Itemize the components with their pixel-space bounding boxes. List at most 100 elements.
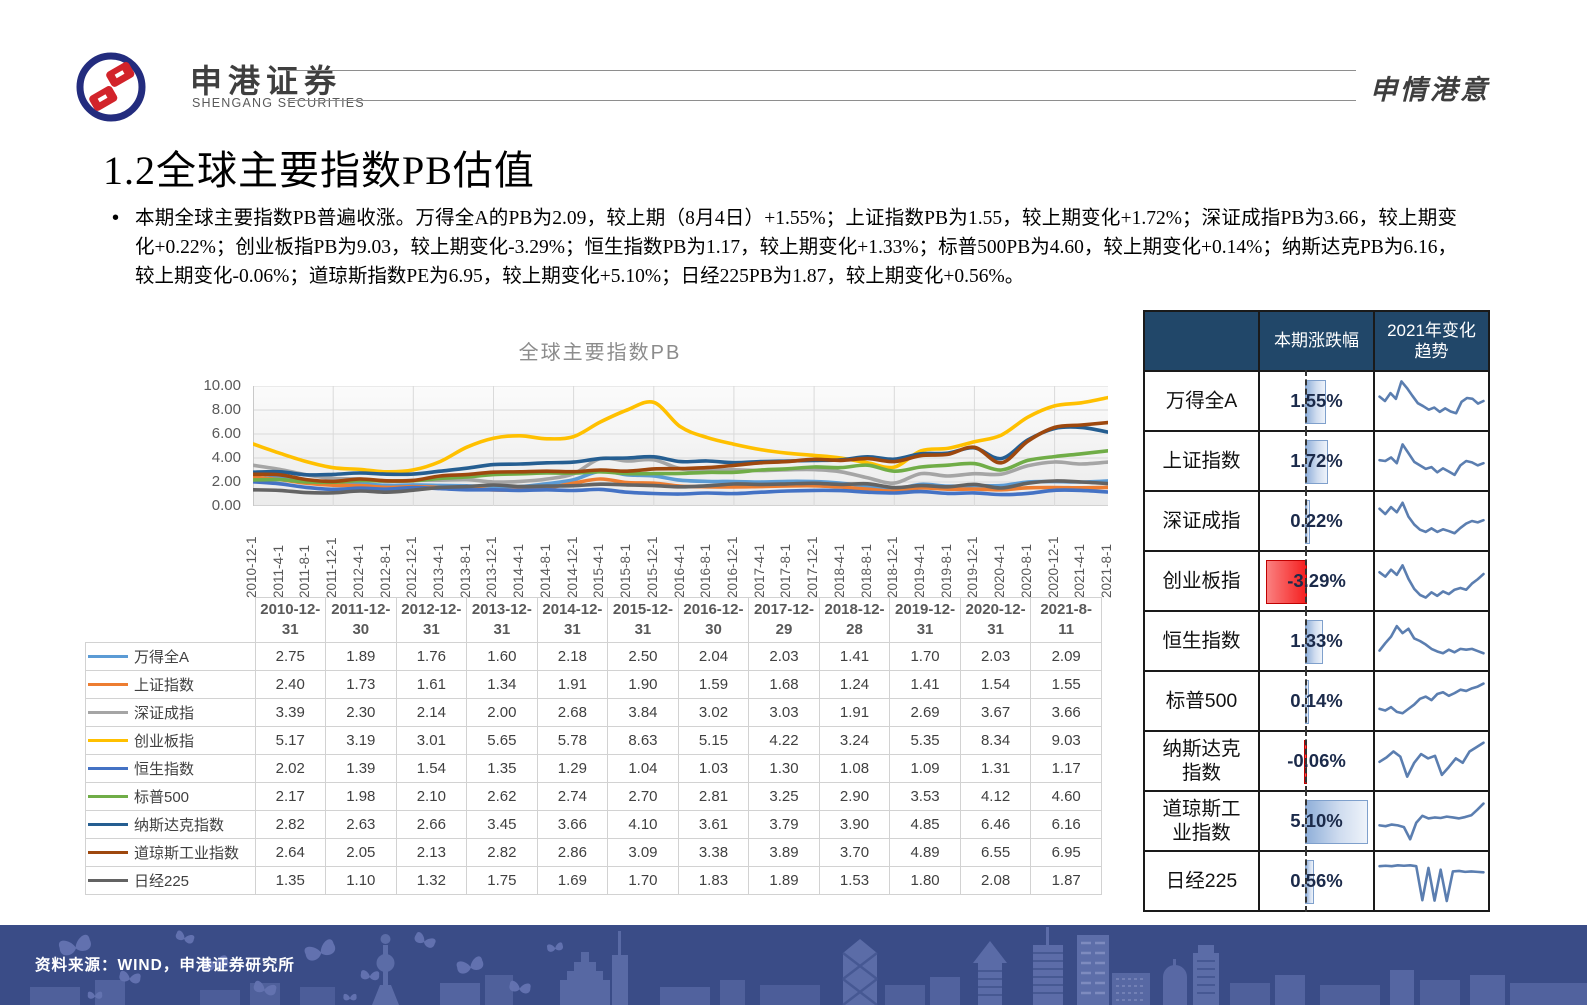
table-value-cell: 3.84 — [607, 698, 679, 727]
x-axis-tick: 2021-8-1 — [1099, 543, 1114, 598]
table-value-cell: 3.89 — [748, 838, 820, 867]
table-column-header: 2013-12-31 — [466, 597, 538, 643]
summary-trend-cell — [1373, 370, 1490, 432]
table-value-cell: 3.38 — [677, 838, 750, 867]
table-value-cell: 6.46 — [959, 810, 1032, 839]
trend-sparkline — [1375, 433, 1488, 489]
x-axis-tick: 2017-4-1 — [751, 543, 767, 598]
shengang-logo-icon — [76, 52, 146, 122]
table-value-cell: 3.03 — [748, 698, 820, 727]
series-legend-cell: 标普500 — [85, 782, 256, 811]
table-value-cell: 3.24 — [818, 726, 891, 755]
x-axis-tick: 2020-8-1 — [1018, 543, 1034, 598]
summary-index-name: 日经225 — [1143, 850, 1260, 912]
x-axis-tick: 2012-12-1 — [404, 536, 420, 598]
zero-axis-dashed-line — [1305, 790, 1308, 852]
x-axis-tick: 2016-12-1 — [724, 536, 740, 598]
summary-index-name: 上证指数 — [1143, 430, 1260, 492]
table-value-cell: 2.86 — [536, 838, 609, 867]
table-value-cell: 2.70 — [607, 782, 679, 811]
table-value-cell: 2.04 — [677, 642, 750, 671]
table-value-cell: 1.10 — [325, 866, 397, 895]
table-column-header: 2021-8-11 — [1030, 597, 1102, 643]
change-percent-value: 0.22% — [1290, 510, 1343, 531]
summary-row: 深证成指 0.22% — [1143, 490, 1490, 552]
table-value-cell: 1.17 — [1030, 754, 1102, 783]
table-column-header: 2010-12-31 — [254, 597, 327, 643]
table-row: 道琼斯工业指数 2.64 2.05 2.13 2.82 2.86 3.09 3.38 3.89 3… — [85, 838, 1102, 867]
brand-name: 申港证券 — [190, 63, 343, 99]
summary-index-name: 万得全A — [1143, 370, 1260, 432]
table-value-cell: 3.79 — [748, 810, 820, 839]
table-value-cell: 2.08 — [959, 866, 1032, 895]
footer-skyline-decoration — [30, 927, 1587, 1005]
table-column-header: 2016-12-30 — [677, 597, 750, 643]
change-percent-value: 0.14% — [1290, 690, 1343, 711]
summary-index-name: 纳斯达克指数 — [1143, 730, 1260, 792]
summary-change-cell: 1.33% — [1258, 610, 1375, 672]
summary-trend-cell — [1373, 610, 1490, 672]
table-value-cell: 2.69 — [889, 698, 961, 727]
table-value-cell: 2.14 — [395, 698, 468, 727]
table-value-cell: 1.70 — [607, 866, 679, 895]
summary-change-cell: 1.55% — [1258, 370, 1375, 432]
table-value-cell: 1.87 — [1030, 866, 1102, 895]
series-name: 日经225 — [134, 873, 190, 890]
table-row: 日经225 1.35 1.10 1.32 1.75 1.69 1.70 1.83 1.89 1.5… — [85, 866, 1102, 895]
x-axis-tick: 2011-8-1 — [297, 544, 313, 598]
table-value-cell: 1.08 — [818, 754, 891, 783]
zero-axis-dashed-line — [1305, 490, 1308, 552]
table-value-cell: 1.89 — [325, 642, 397, 671]
y-axis-tick: 4.00 — [211, 449, 241, 466]
change-summary-table: 本期涨跌幅 2021年变化趋势 万得全A 1.55% 上证指数 1.72% 深证成指 0.… — [1143, 310, 1490, 912]
table-column-header: 2011-12-30 — [325, 597, 397, 643]
table-value-cell: 2.10 — [395, 782, 468, 811]
table-value-cell: 2.02 — [254, 754, 327, 783]
summary-change-cell: 0.14% — [1258, 670, 1375, 732]
summary-row: 上证指数 1.72% — [1143, 430, 1490, 492]
x-axis-tick: 2021-4-1 — [1072, 543, 1088, 598]
table-column-header: 2012-12-31 — [395, 597, 468, 643]
trend-sparkline — [1375, 373, 1488, 429]
change-percent-value: 1.55% — [1290, 390, 1343, 411]
summary-index-name: 标普500 — [1143, 670, 1260, 732]
series-legend-cell: 日经225 — [85, 866, 256, 895]
table-value-cell: 1.69 — [536, 866, 609, 895]
table-value-cell: 2.82 — [466, 838, 538, 867]
table-value-cell: 3.25 — [748, 782, 820, 811]
table-value-cell: 2.09 — [1030, 642, 1102, 671]
table-value-cell: 1.04 — [607, 754, 679, 783]
x-axis-tick: 2019-12-1 — [965, 536, 981, 598]
chart-plot-area — [253, 386, 1108, 506]
table-value-cell: 1.03 — [677, 754, 750, 783]
table-value-cell: 1.98 — [325, 782, 397, 811]
table-value-cell: 1.31 — [959, 754, 1032, 783]
trend-sparkline — [1375, 493, 1488, 549]
table-value-cell: 1.30 — [748, 754, 820, 783]
table-value-cell: 6.16 — [1030, 810, 1102, 839]
table-value-cell: 4.89 — [889, 838, 961, 867]
series-legend-cell: 纳斯达克指数 — [85, 810, 256, 839]
series-color-swatch-icon — [88, 879, 128, 882]
summary-row: 恒生指数 1.33% — [1143, 610, 1490, 672]
y-axis-tick: 2.00 — [211, 473, 241, 490]
table-value-cell: 1.41 — [889, 670, 961, 699]
x-axis-tick: 2020-4-1 — [992, 543, 1008, 598]
table-value-cell: 1.55 — [1030, 670, 1102, 699]
x-axis-tick: 2012-8-1 — [377, 543, 393, 598]
table-value-cell: 1.75 — [466, 866, 538, 895]
table-value-cell: 4.85 — [889, 810, 961, 839]
header-slogan: 申情港意 — [1356, 68, 1490, 107]
change-percent-value: 5.10% — [1290, 810, 1343, 831]
table-value-cell: 2.40 — [254, 670, 327, 699]
series-name: 道琼斯工业指数 — [134, 845, 240, 862]
table-value-cell: 1.59 — [677, 670, 750, 699]
table-value-cell: 5.17 — [254, 726, 327, 755]
table-row: 创业板指 5.17 3.19 3.01 5.65 5.78 8.63 5.15 4.22 3.24… — [85, 726, 1102, 755]
table-value-cell: 2.64 — [254, 838, 327, 867]
change-data-bar — [1305, 799, 1368, 845]
x-axis-tick: 2013-8-1 — [457, 543, 473, 598]
table-value-cell: 2.18 — [536, 642, 609, 671]
zero-axis-dashed-line — [1305, 550, 1308, 612]
table-value-cell: 2.05 — [325, 838, 397, 867]
